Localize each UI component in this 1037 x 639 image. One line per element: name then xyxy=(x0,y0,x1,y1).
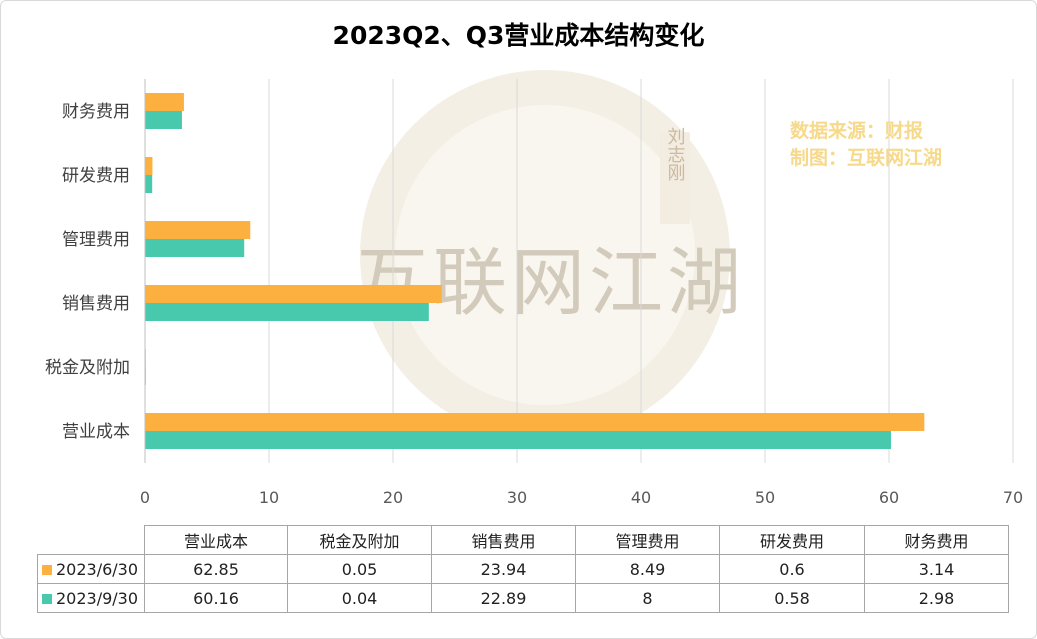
bar-q2 xyxy=(145,221,251,239)
table-cell: 0.05 xyxy=(287,554,432,584)
table-corner xyxy=(38,526,145,555)
table-cell: 23.94 xyxy=(431,554,576,584)
table-header-cell: 管理费用 xyxy=(575,525,720,555)
bars xyxy=(145,93,925,449)
credit-line: 制图：互联网江湖 xyxy=(790,147,943,169)
gridlines xyxy=(268,79,1014,463)
bar-q2 xyxy=(145,157,153,175)
table-header-cell: 财务费用 xyxy=(864,525,1009,555)
bar-q3 xyxy=(145,111,182,129)
y-category-label: 营业成本 xyxy=(62,422,130,442)
data-table: 营业成本 税金及附加 销售费用 管理费用 研发费用 财务费用 2023/6/30 62.85 0… xyxy=(37,525,1009,613)
x-tick-label: 50 xyxy=(755,488,775,507)
bar-q2 xyxy=(145,93,184,111)
table-series-label: 2023/9/30 xyxy=(37,583,145,613)
table-header-cell: 研发费用 xyxy=(719,525,865,555)
table-row: 2023/6/30 62.85 0.05 23.94 8.49 0.6 3.14 xyxy=(37,554,1009,584)
x-tick-label: 60 xyxy=(879,488,899,507)
table-cell: 2.98 xyxy=(864,583,1009,613)
x-tick-label: 20 xyxy=(383,488,403,507)
y-category-label: 销售费用 xyxy=(62,294,130,314)
table-cell: 8 xyxy=(575,583,720,613)
legend-swatch xyxy=(42,564,52,575)
watermark: 互联网江湖 刘志刚 xyxy=(355,70,741,440)
watermark-seal-text: 刘志刚 xyxy=(665,127,686,181)
x-tick-label: 30 xyxy=(507,488,527,507)
y-category-label: 财务费用 xyxy=(62,102,130,122)
table-series-label: 2023/6/30 xyxy=(37,554,145,584)
table-header-row: 营业成本 税金及附加 销售费用 管理费用 研发费用 财务费用 xyxy=(38,525,1009,555)
table-cell: 62.85 xyxy=(144,554,288,584)
y-category-label: 研发费用 xyxy=(62,166,130,186)
source-note: 数据来源：财报 制图：互联网江湖 xyxy=(790,118,942,172)
table-cell: 8.49 xyxy=(575,554,720,584)
y-category-label: 税金及附加 xyxy=(45,358,130,378)
table-cell: 0.04 xyxy=(287,583,432,613)
watermark-seal xyxy=(660,132,690,224)
legend-swatch xyxy=(42,593,52,604)
x-tick-label: 0 xyxy=(140,488,150,507)
watermark-inner-circle xyxy=(395,105,695,405)
bar-q3 xyxy=(145,175,153,193)
table-header-cell: 税金及附加 xyxy=(287,525,432,555)
table-header-cell: 销售费用 xyxy=(431,525,576,555)
bar-q2 xyxy=(145,413,925,431)
table-cell: 0.6 xyxy=(719,554,865,584)
axes: 0 10 20 30 40 50 60 70 营业成本 税金及附加 销售费用 管理费用 研发费用 财务费用 xyxy=(45,79,1023,507)
legend-label: 2023/6/30 xyxy=(56,559,139,579)
bar-q3 xyxy=(145,239,245,257)
table-cell: 60.16 xyxy=(144,583,288,613)
table-cell: 22.89 xyxy=(431,583,576,613)
bar-q3 xyxy=(145,431,891,449)
x-tick-label: 40 xyxy=(631,488,651,507)
x-tick-label: 10 xyxy=(259,488,279,507)
chart-title: 2023Q2、Q3营业成本结构变化 xyxy=(332,21,705,50)
legend-label: 2023/9/30 xyxy=(56,588,139,608)
bar-q2 xyxy=(145,285,442,303)
table-cell: 0.58 xyxy=(719,583,865,613)
bar-q3 xyxy=(145,303,429,321)
x-tick-label: 70 xyxy=(1003,488,1023,507)
y-category-label: 管理费用 xyxy=(62,230,130,250)
table-header-cell: 营业成本 xyxy=(144,525,288,555)
table-cell: 3.14 xyxy=(864,554,1009,584)
source-line: 数据来源：财报 xyxy=(790,120,924,142)
table-row: 2023/9/30 60.16 0.04 22.89 8 0.58 2.98 xyxy=(37,583,1009,613)
